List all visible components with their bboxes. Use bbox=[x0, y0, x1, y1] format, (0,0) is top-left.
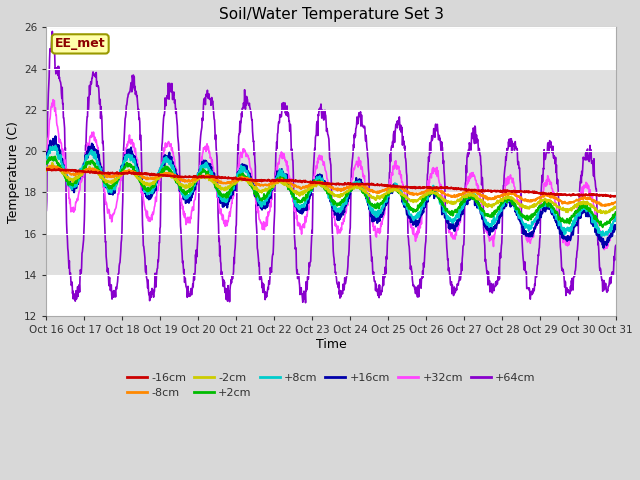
Title: Soil/Water Temperature Set 3: Soil/Water Temperature Set 3 bbox=[219, 7, 444, 22]
Bar bbox=[46, 234, 616, 275]
X-axis label: Time: Time bbox=[316, 338, 346, 351]
Bar bbox=[46, 69, 616, 110]
Bar bbox=[46, 151, 616, 192]
Text: EE_met: EE_met bbox=[55, 37, 106, 50]
Legend: -16cm, -8cm, -2cm, +2cm, +8cm, +16cm, +32cm, +64cm: -16cm, -8cm, -2cm, +2cm, +8cm, +16cm, +3… bbox=[122, 368, 540, 403]
Y-axis label: Temperature (C): Temperature (C) bbox=[7, 121, 20, 223]
